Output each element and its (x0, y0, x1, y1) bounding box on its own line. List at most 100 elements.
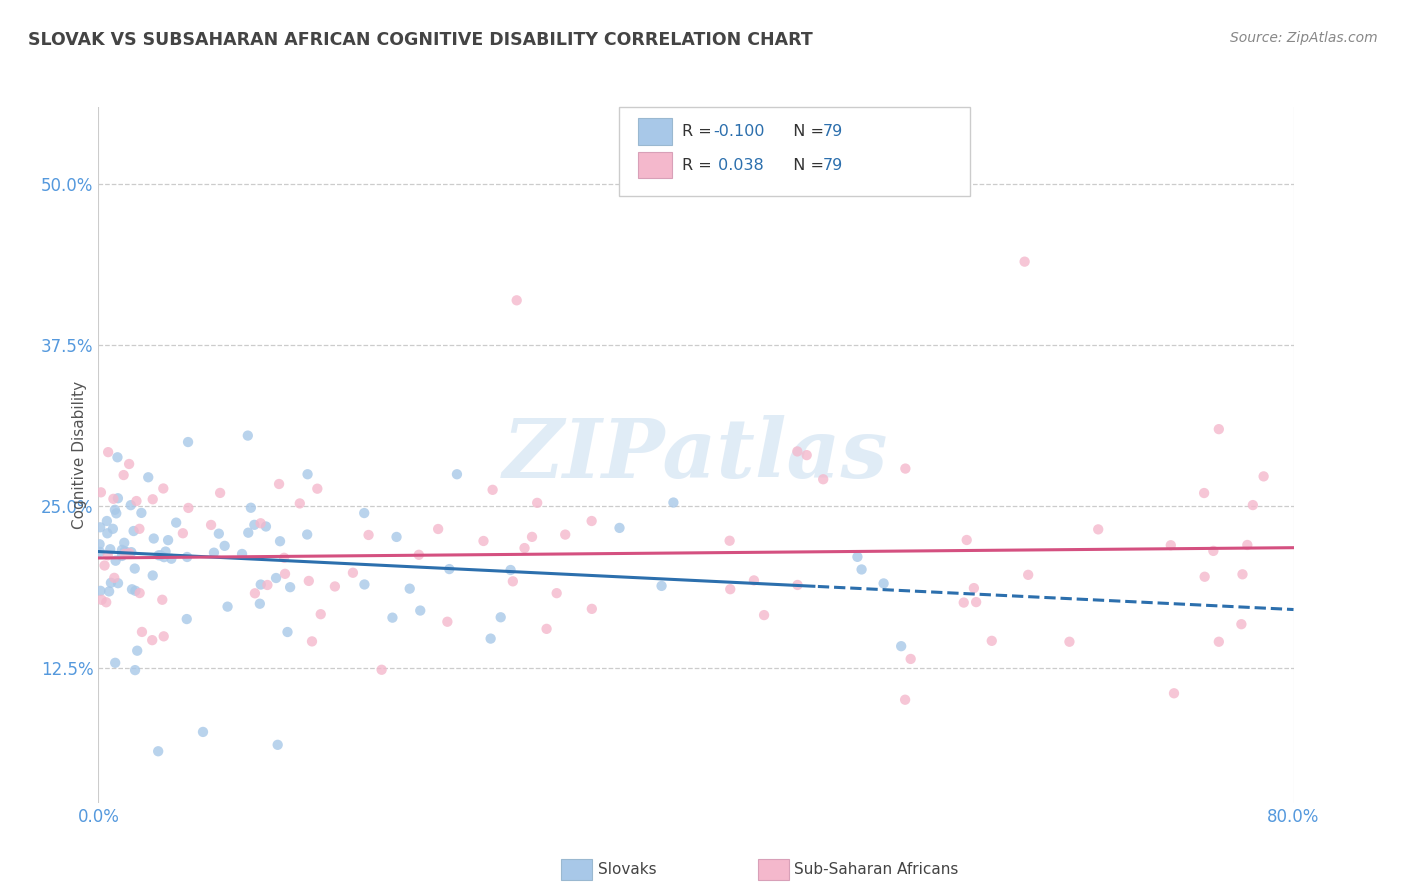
Point (398, 582, 420, 596)
Point (142, 568, 165, 582)
Point (1208, 422, 1230, 436)
Point (101, 522, 124, 536)
Point (1160, 538, 1182, 552)
Point (254, 519, 277, 533)
Point (1241, 498, 1264, 512)
Point (536, 622, 558, 636)
Point (111, 542, 134, 557)
Point (96, 514, 118, 528)
Point (256, 578, 278, 592)
Point (1087, 522, 1109, 536)
Point (520, 530, 543, 544)
Point (107, 576, 129, 591)
Point (98, 542, 121, 557)
Point (1253, 469, 1275, 483)
Point (231, 547, 253, 561)
Point (209, 486, 232, 500)
Point (177, 500, 200, 515)
Point (288, 496, 311, 510)
Point (124, 663, 146, 677)
Point (298, 574, 321, 588)
Text: N =: N = (783, 124, 830, 138)
Point (811, 472, 834, 486)
Text: Sub-Saharan Africans: Sub-Saharan Africans (794, 863, 959, 877)
Point (409, 603, 432, 617)
Point (408, 548, 430, 562)
Text: R =: R = (682, 124, 717, 138)
Point (172, 526, 194, 541)
Point (502, 574, 524, 589)
Text: N =: N = (783, 158, 830, 172)
Text: Source: ZipAtlas.com: Source: ZipAtlas.com (1230, 31, 1378, 45)
Point (499, 563, 522, 577)
Point (103, 491, 125, 506)
Text: SLOVAK VS SUBSAHARAN AFRICAN COGNITIVE DISABILITY CORRELATION CHART: SLOVAK VS SUBSAHARAN AFRICAN COGNITIVE D… (28, 31, 813, 49)
Point (157, 533, 180, 548)
Point (152, 629, 174, 643)
Point (526, 496, 548, 510)
Text: 79: 79 (823, 158, 842, 172)
Text: Slovaks: Slovaks (598, 863, 657, 877)
Point (267, 738, 290, 752)
Point (191, 725, 214, 739)
Point (956, 533, 979, 547)
Point (89, 537, 111, 551)
Point (124, 583, 146, 598)
Point (128, 586, 150, 600)
Point (214, 539, 236, 553)
Point (472, 533, 495, 548)
Point (269, 534, 291, 549)
Point (131, 624, 153, 639)
Point (107, 450, 129, 465)
Point (846, 549, 869, 564)
Point (115, 545, 138, 559)
Point (718, 533, 741, 548)
Point (114, 544, 136, 558)
Point (150, 592, 173, 607)
Point (1232, 567, 1254, 582)
Point (153, 550, 176, 565)
Point (249, 597, 271, 611)
Point (1059, 634, 1081, 648)
Point (513, 541, 536, 555)
Point (104, 554, 127, 568)
Point (581, 514, 603, 528)
Point (479, 632, 502, 646)
Point (236, 428, 259, 442)
Text: R =: R = (682, 158, 717, 172)
Point (177, 435, 200, 450)
Point (581, 602, 603, 616)
Point (155, 544, 177, 558)
Point (1236, 538, 1258, 552)
Point (104, 503, 127, 517)
Point (96, 595, 118, 609)
Point (301, 634, 323, 648)
Point (100, 575, 122, 590)
Point (353, 506, 375, 520)
Point (427, 522, 450, 536)
Point (506, 293, 529, 308)
Point (381, 610, 404, 624)
Point (309, 607, 332, 622)
Point (786, 444, 808, 458)
Point (243, 517, 266, 532)
Point (274, 566, 297, 581)
Point (152, 482, 174, 496)
Point (105, 506, 128, 520)
Point (752, 608, 775, 623)
Text: 0.038: 0.038 (713, 158, 763, 172)
Point (118, 546, 141, 560)
Point (97, 445, 120, 459)
Point (93, 558, 115, 573)
Point (148, 744, 170, 758)
Point (125, 494, 148, 508)
Point (662, 495, 685, 509)
Point (90, 485, 112, 500)
Point (1163, 686, 1185, 700)
Point (202, 546, 225, 560)
Point (353, 577, 375, 591)
Point (980, 633, 1002, 648)
Point (267, 477, 290, 491)
Text: 79: 79 (823, 124, 842, 138)
Point (851, 562, 873, 576)
